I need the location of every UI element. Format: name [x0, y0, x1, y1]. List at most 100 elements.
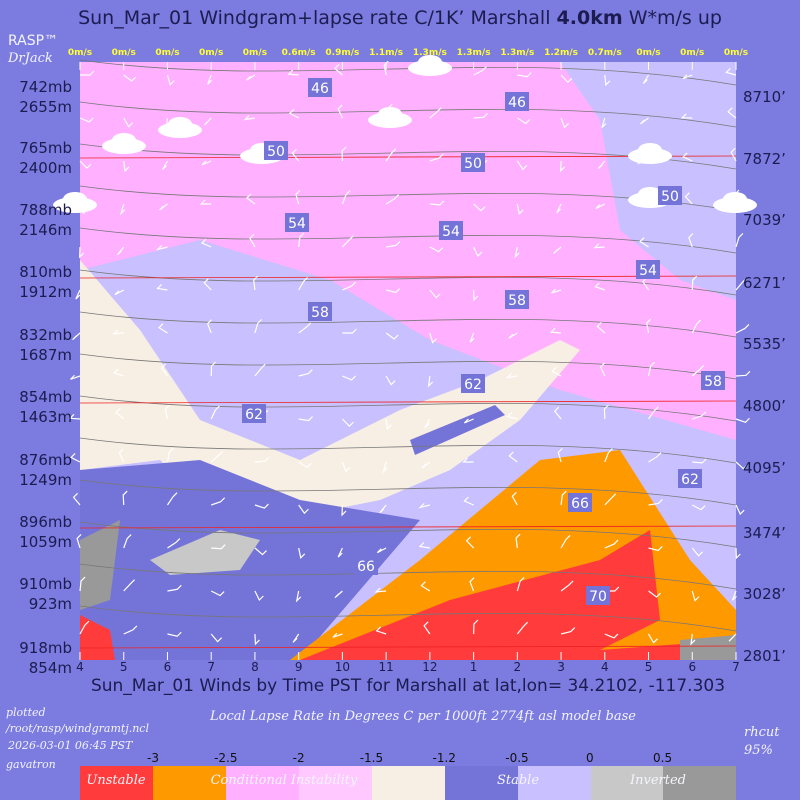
contour-line — [79, 353, 737, 380]
contour-label: 58 — [508, 293, 526, 309]
x-tick-label: 7 — [207, 660, 215, 674]
wind-barb — [379, 504, 387, 514]
w-label: 1.3m/s — [457, 48, 491, 58]
wind-barb — [596, 321, 606, 334]
wind-barb — [341, 235, 354, 248]
wind-barb — [424, 418, 431, 429]
legend-tick: 0.5 — [653, 751, 672, 765]
contour-line — [79, 479, 737, 506]
height-ft-label: 3474’ — [743, 524, 786, 542]
height-m-label: 2146m — [19, 221, 72, 239]
contour-label: 54 — [639, 263, 657, 279]
contour-label: 62 — [464, 377, 482, 393]
wind-barb — [560, 117, 569, 129]
legend-tick: -2 — [293, 751, 305, 765]
wind-barb — [298, 504, 309, 515]
wind-barb — [155, 244, 168, 251]
contour-line — [79, 227, 737, 254]
contour-label: 46 — [508, 95, 526, 111]
title-prefix: Sun_Mar_01 Windgram+lapse rate C/1K’ Mar… — [78, 7, 550, 29]
w-label: 0.7m/s — [588, 48, 622, 58]
wind-barb — [603, 404, 609, 420]
contour-label-box — [461, 153, 485, 172]
height-m-label: 854m — [29, 659, 72, 677]
w-label: 0m/s — [68, 48, 92, 58]
legend-tick: -1.5 — [360, 751, 383, 765]
legend-tick: -3 — [147, 751, 159, 765]
wind-barb — [206, 319, 213, 334]
wind-barb — [469, 332, 475, 343]
wind-barb — [291, 148, 300, 162]
wind-barb — [642, 277, 650, 291]
rhcut-label: rhcut — [744, 725, 780, 740]
wind-barb — [166, 447, 174, 463]
wind-barb — [556, 203, 562, 214]
wind-barb — [505, 373, 518, 379]
wind-barb — [560, 627, 576, 635]
wind-barb — [604, 74, 611, 87]
wind-barb — [75, 289, 81, 300]
legend-swatch — [663, 766, 736, 800]
contour-label: 46 — [311, 81, 329, 97]
wind-barb — [429, 246, 444, 253]
contour-label: 50 — [661, 189, 679, 205]
contour-label-box — [678, 469, 702, 488]
wind-barb — [645, 318, 652, 334]
wind-barb — [385, 287, 401, 294]
wind-barb — [159, 203, 168, 211]
wind-barb — [113, 368, 124, 377]
wind-barb — [648, 545, 663, 552]
wind-barb — [374, 587, 387, 593]
wind-barb — [254, 318, 263, 334]
wind-barb — [463, 418, 474, 424]
wind-barb — [553, 406, 562, 420]
wind-barb — [79, 620, 90, 635]
wind-barb — [123, 534, 132, 549]
wind-barb — [423, 621, 431, 635]
wind-barb — [691, 319, 702, 334]
x-tick-label: 9 — [295, 660, 303, 674]
contour-label-box — [264, 141, 288, 160]
wind-barb — [648, 452, 662, 463]
wind-barb — [692, 411, 707, 420]
height-ft-label: 2801’ — [743, 647, 786, 665]
wind-barb — [516, 203, 524, 216]
wind-barb — [516, 621, 529, 635]
wind-barb — [298, 369, 313, 377]
footer-plotted: plotted — [6, 706, 46, 719]
height-m-label: 1059m — [19, 533, 72, 551]
contour-label-box — [568, 493, 592, 512]
height-m-label: 1463m — [19, 408, 72, 426]
wind-barb — [160, 363, 168, 377]
x-title: Sun_Mar_01 Winds by Time PST for Marshal… — [91, 676, 725, 696]
cloud — [112, 133, 136, 147]
wind-barb — [604, 493, 617, 506]
wind-barb — [342, 328, 357, 334]
wind-barb — [341, 418, 354, 428]
w-label: 0m/s — [199, 48, 223, 58]
wind-barb — [691, 504, 706, 511]
contour-label: 62 — [681, 472, 699, 488]
pressure-label: 810mb — [19, 263, 72, 281]
wind-barb — [731, 590, 737, 601]
wind-barb — [508, 332, 518, 339]
wind-barb — [337, 547, 343, 558]
wind-barb — [79, 117, 94, 123]
wind-barb — [78, 246, 85, 259]
cloud — [168, 117, 192, 131]
wind-barb — [203, 278, 212, 291]
rhcut-value: 95% — [744, 743, 773, 758]
wind-barb — [375, 626, 387, 635]
overlay — [53, 55, 757, 649]
x-tick-label: 12 — [422, 660, 437, 674]
wind-barb — [246, 74, 256, 81]
wind-barb — [418, 502, 431, 509]
wind-barb — [549, 327, 562, 334]
height-m-label: 2655m — [19, 98, 72, 116]
wind-barb — [207, 74, 213, 85]
contour-label-box — [505, 290, 529, 309]
wind-barb — [597, 160, 606, 170]
wind-barb — [292, 633, 300, 643]
legend-swatch — [445, 766, 518, 800]
contour-label: 62 — [245, 407, 263, 423]
